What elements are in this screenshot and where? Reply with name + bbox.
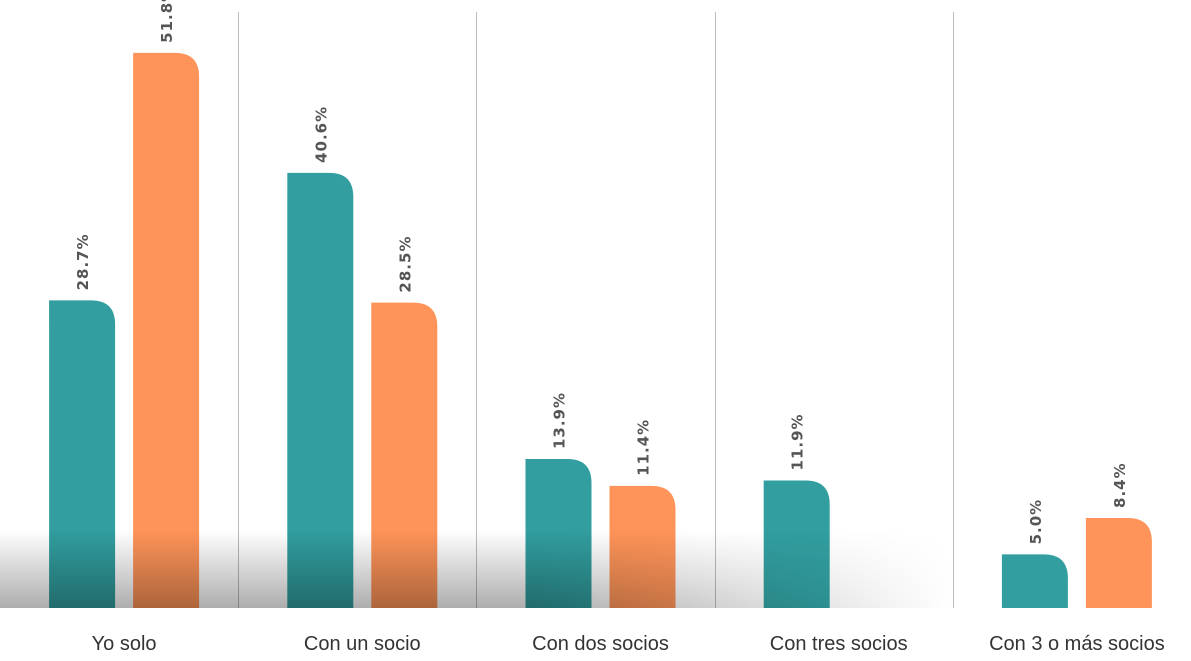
- value-label: 8.4%: [1111, 462, 1129, 508]
- value-labels-group: 28.7% 51.8% 40.6% 28.5% 13.9% 11.4% 11.9% 5.0% 8…: [74, 0, 1129, 544]
- value-label: 28.7%: [74, 233, 92, 290]
- value-label: 13.9%: [551, 392, 569, 449]
- category-label: Con un socio: [304, 633, 421, 655]
- bottom-shadow-overlay: [0, 530, 1191, 608]
- category-separators: [238, 12, 954, 608]
- value-label: 28.5%: [396, 236, 414, 293]
- bars-group: [49, 52, 1152, 609]
- value-label: 51.8%: [158, 0, 176, 43]
- category-label: Con tres socios: [770, 633, 908, 655]
- bar-series-2-yo-solo: [133, 52, 200, 609]
- value-label: 5.0%: [1027, 499, 1045, 545]
- category-label: Con dos socios: [532, 633, 669, 655]
- category-labels-group: Yo solo Con un socio Con dos socios Con tre…: [92, 633, 1165, 655]
- category-label: Yo solo: [92, 633, 157, 655]
- category-label: Con 3 o más socios: [989, 633, 1165, 655]
- value-label: 11.4%: [635, 419, 653, 476]
- value-label: 40.6%: [312, 106, 330, 163]
- value-label: 11.9%: [789, 413, 807, 470]
- bar-series-1-con-un-socio: [287, 172, 354, 608]
